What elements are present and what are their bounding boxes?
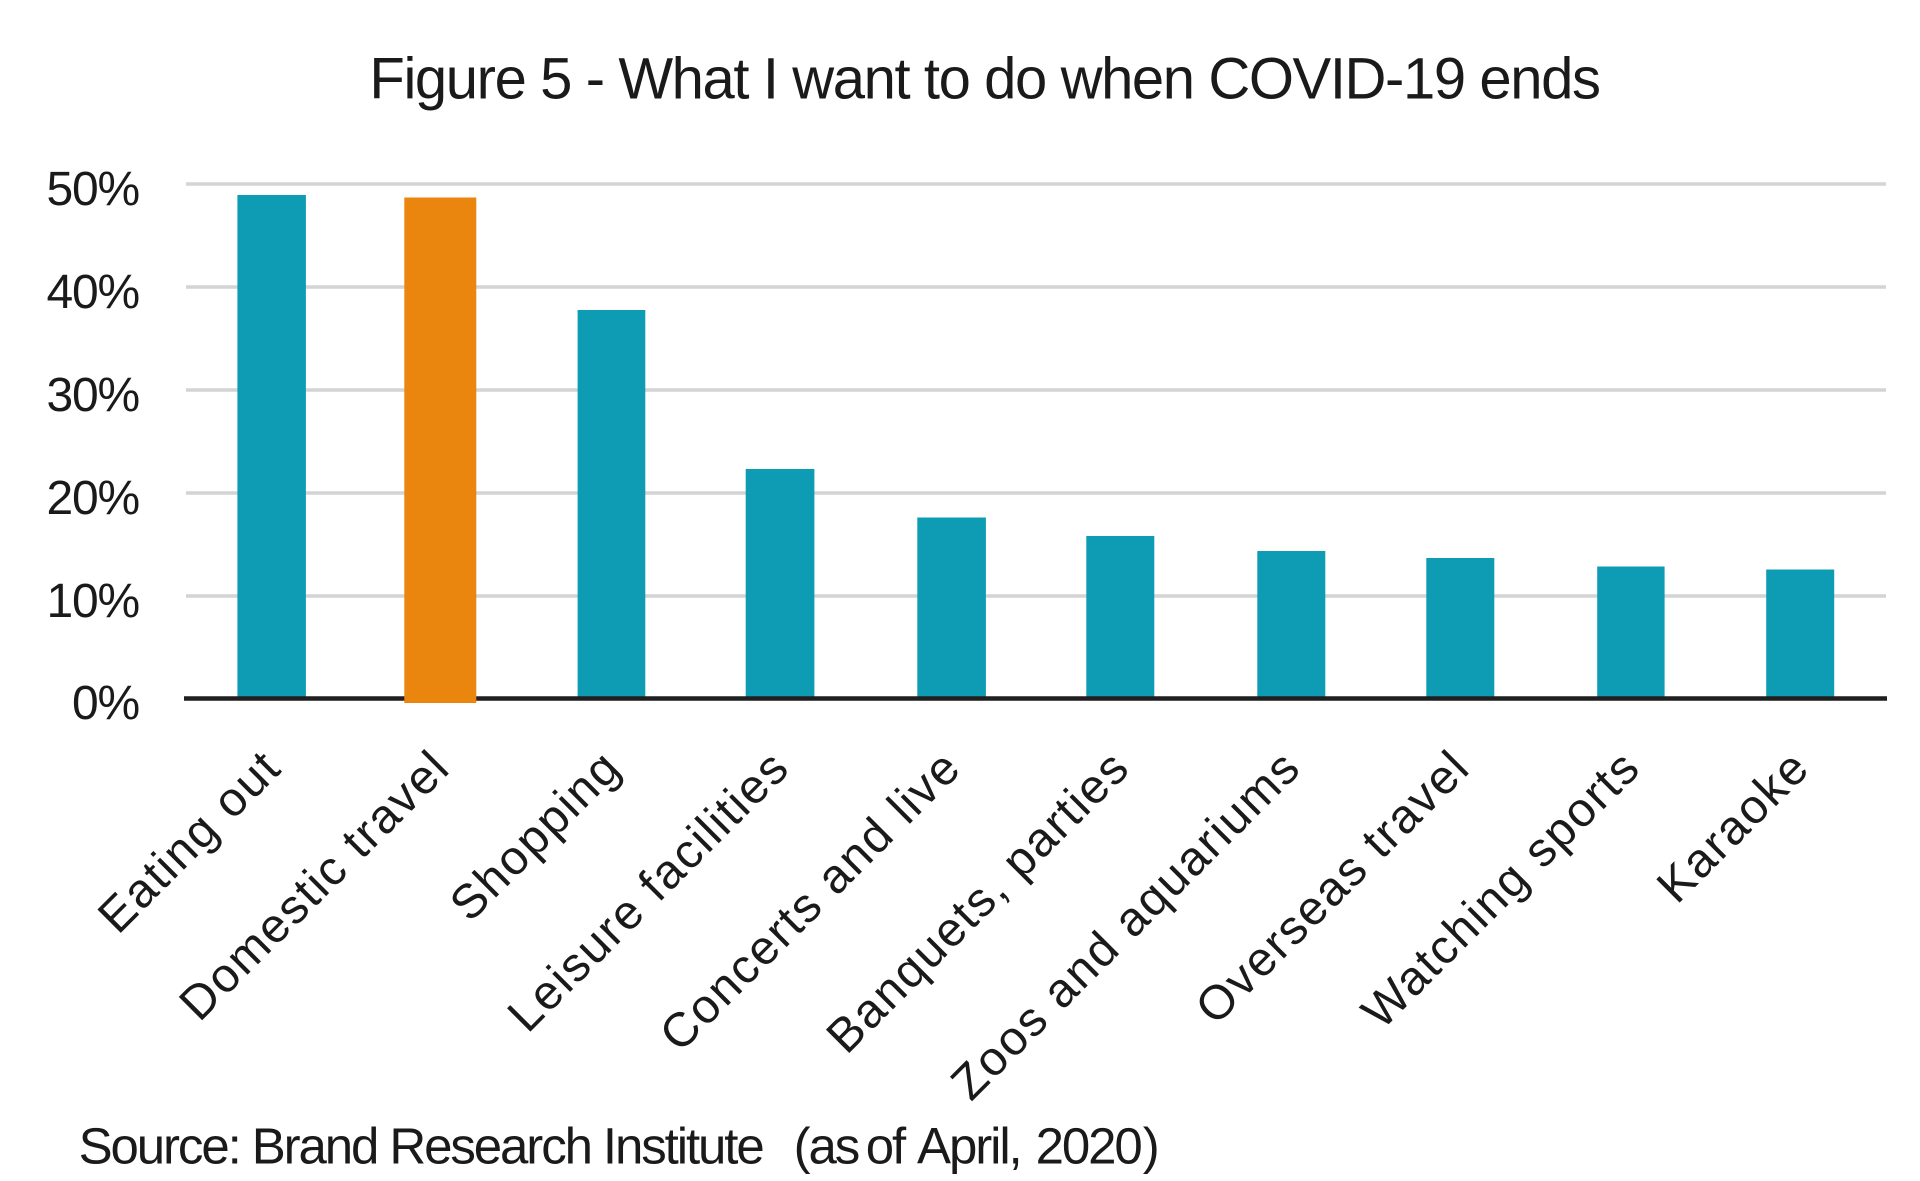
svg-text:20%: 20% bbox=[47, 472, 139, 525]
svg-text:Source: Brand Research Institu: Source: Brand Research Institute (as of Apr… bbox=[79, 1118, 1158, 1175]
svg-text:50%: 50% bbox=[47, 163, 139, 216]
svg-text:10%: 10% bbox=[47, 575, 139, 628]
svg-text:Figure 5 - What I want to do w: Figure 5 - What I want to do when COVID-… bbox=[369, 46, 1599, 111]
svg-text:30%: 30% bbox=[47, 369, 139, 422]
svg-text:40%: 40% bbox=[47, 266, 139, 319]
svg-text:0%: 0% bbox=[72, 677, 139, 730]
